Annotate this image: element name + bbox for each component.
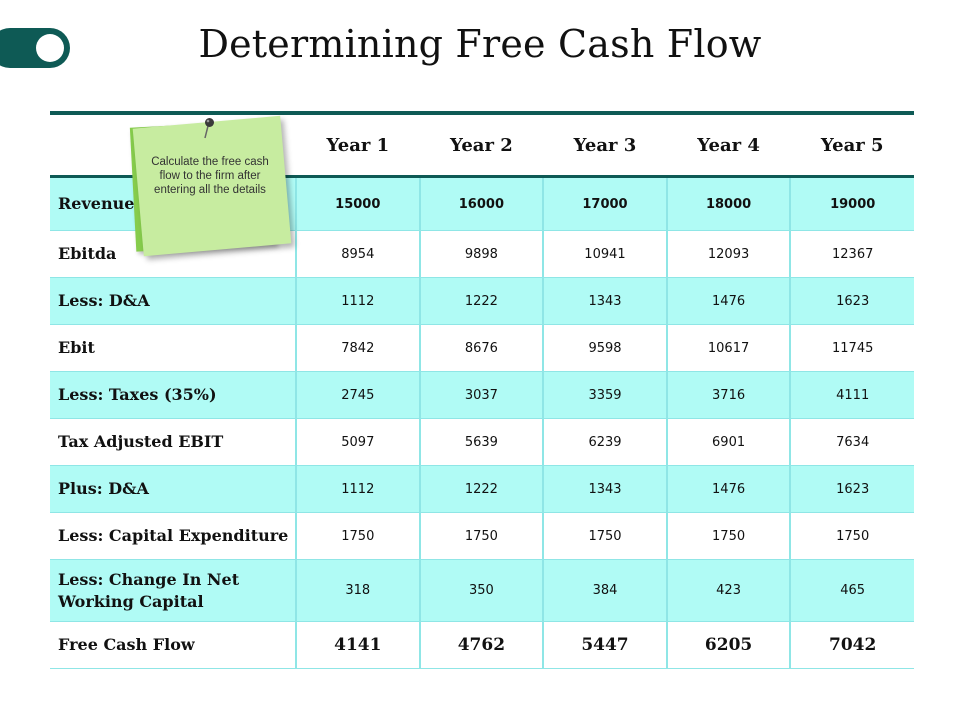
table-cell: 3716 [665,371,791,419]
table-cell: 1343 [542,277,667,325]
table-cell: 17000 [542,176,667,231]
table-cell: 423 [665,559,791,622]
table-cell: 1476 [665,277,791,325]
row-label: Less: Capital Expenditure [50,512,296,560]
table-cell: 7842 [295,324,420,372]
table-cell: 4111 [789,371,914,419]
row-label: Ebit [50,324,296,372]
table-row-ebit: Ebit 7842 8676 9598 10617 11745 [50,324,914,372]
table-cell: 5447 [542,621,667,669]
table-cell: 10617 [665,324,791,372]
table-cell: 350 [418,559,544,622]
column-header: Year 1 [296,115,420,178]
table-cell: 1750 [542,512,667,560]
table-cell: 12367 [789,230,914,278]
table-cell: 6239 [542,418,667,466]
table-row-less-taxes: Less: Taxes (35%) 2745 3037 3359 3716 41… [50,371,914,419]
column-header: Year 2 [419,115,544,178]
table-row-ebitda: Ebitda 8954 9898 10941 12093 12367 [50,230,914,278]
table-cell: 8676 [418,324,544,372]
table-cell: 1750 [789,512,914,560]
table-cell: 5639 [418,418,544,466]
table-cell: 1222 [418,465,544,513]
table-row-free-cash-flow: Free Cash Flow 4141 4762 5447 6205 7042 [50,621,914,669]
table-cell: 3359 [542,371,667,419]
page-title: Determining Free Cash Flow [198,22,762,66]
table-cell: 1112 [295,277,420,325]
toggle-knob [36,34,64,62]
table-cell: 5097 [295,418,420,466]
sticky-note-text: Calculate the free cash flow to the firm… [151,156,269,196]
column-header: Year 3 [543,115,667,178]
table-cell: 19000 [789,176,914,231]
row-label: Plus: D&A [50,465,296,513]
table-cell: 1750 [665,512,791,560]
row-label: Less: D&A [50,277,296,325]
table-top-rule [50,111,914,115]
row-label: Tax Adjusted EBIT [50,418,296,466]
table-cell: 6901 [665,418,791,466]
table-cell: 1112 [295,465,420,513]
table-cell: 1623 [789,465,914,513]
table-cell: 318 [295,559,420,622]
table-cell: 2745 [295,371,420,419]
table-cell: 18000 [665,176,791,231]
table-cell: 16000 [418,176,544,231]
column-header: Year 5 [790,115,914,178]
toggle-decoration [0,28,70,68]
table-cell: 10941 [542,230,667,278]
table-cell: 1476 [665,465,791,513]
table-cell: 8954 [295,230,420,278]
table-cell: 4141 [295,621,420,669]
table-cell: 9598 [542,324,667,372]
table-row-less-da: Less: D&A 1112 1222 1343 1476 1623 [50,277,914,325]
table-header-row: Year 1 Year 2 Year 3 Year 4 Year 5 [50,115,914,178]
table-cell: 15000 [295,176,420,231]
table-cell: 384 [542,559,667,622]
table-cell: 1750 [295,512,420,560]
table-row-tax-adjusted-ebit: Tax Adjusted EBIT 5097 5639 6239 6901 76… [50,418,914,466]
row-label: Free Cash Flow [50,621,296,669]
column-header: Year 4 [666,115,791,178]
table-cell: 4762 [418,621,544,669]
table-cell: 12093 [665,230,791,278]
table-cell: 1750 [418,512,544,560]
table-cell: 1222 [418,277,544,325]
cash-flow-table: Year 1 Year 2 Year 3 Year 4 Year 5 Reven… [50,115,914,669]
table-cell: 7042 [789,621,914,669]
table-cell: 465 [789,559,914,622]
table-cell: 11745 [789,324,914,372]
table-row-less-capex: Less: Capital Expenditure 1750 1750 1750… [50,512,914,560]
table-cell: 7634 [789,418,914,466]
pushpin-icon [204,118,214,139]
table-cell: 6205 [665,621,791,669]
table-cell: 3037 [418,371,544,419]
table-cell: 9898 [418,230,544,278]
table-row-plus-da: Plus: D&A 1112 1222 1343 1476 1623 [50,465,914,513]
row-label: Less: Taxes (35%) [50,371,296,419]
row-label: Less: Change In Net Working Capital [50,559,296,622]
table-cell: 1343 [542,465,667,513]
table-row-less-change-nwc: Less: Change In Net Working Capital 318 … [50,559,914,622]
table-cell: 1623 [789,277,914,325]
